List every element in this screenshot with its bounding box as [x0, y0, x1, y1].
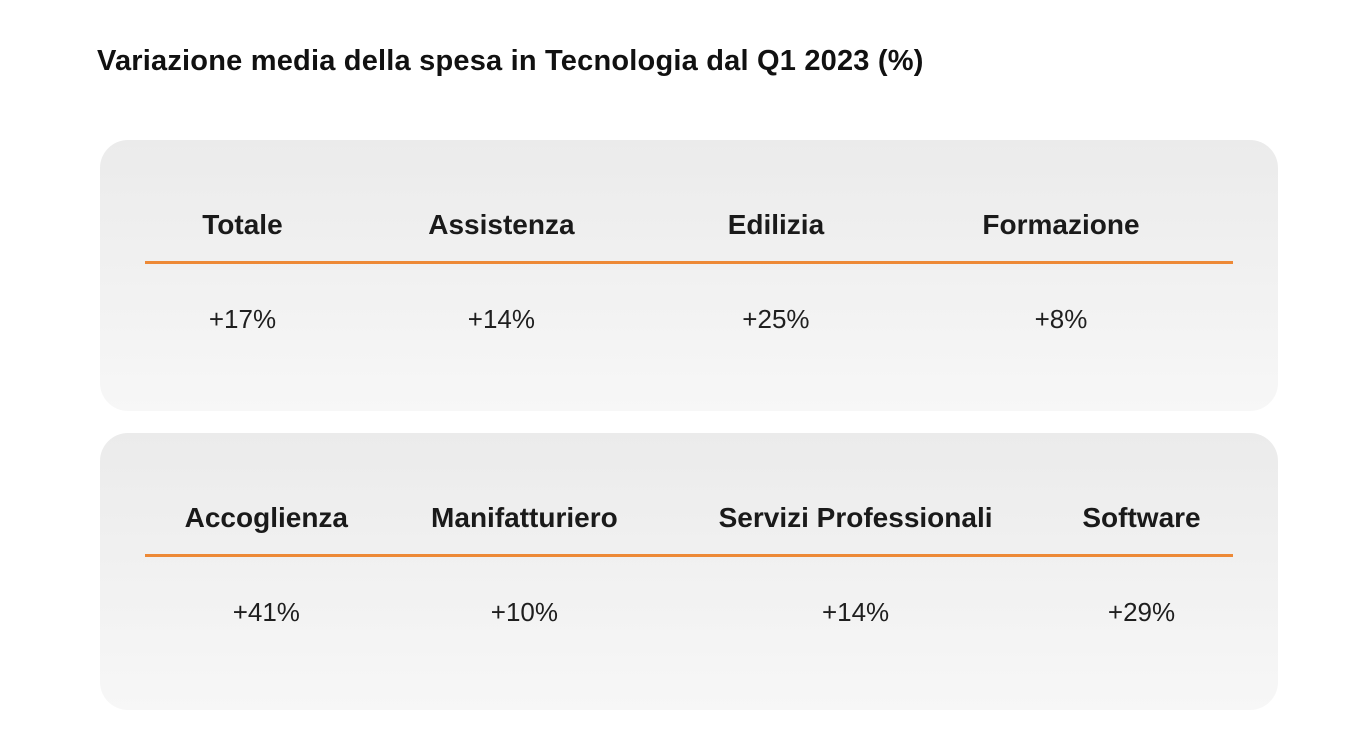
column-value-assistenza: +14% [467, 304, 535, 334]
column-value-software: +29% [1107, 597, 1176, 627]
column-value-manifatturiero: +10% [490, 597, 559, 627]
column-header-accoglienza: Accoglienza [145, 433, 388, 557]
stats-table-bottom: Accoglienza Manifatturiero Servizi Profe… [145, 433, 1233, 627]
stats-card-bottom: Accoglienza Manifatturiero Servizi Profe… [100, 433, 1278, 710]
column-header-formazione: Formazione [889, 140, 1233, 264]
header-row: Totale Assistenza Edilizia Formazione [145, 140, 1233, 264]
column-header-software: Software [1050, 433, 1233, 557]
column-value-edilizia: +25% [742, 304, 810, 334]
values-row: +17% +14% +25% +8% [145, 263, 1233, 335]
column-value-totale: +17% [208, 304, 277, 334]
column-value-servizi-professionali: +14% [821, 597, 890, 627]
column-value-formazione: +8% [1034, 304, 1088, 334]
values-row: +41% +10% +14% +29% [145, 556, 1233, 628]
column-header-assistenza: Assistenza [339, 140, 663, 264]
column-value-accoglienza: +41% [232, 597, 300, 627]
stats-card-top: Totale Assistenza Edilizia Formazione +1… [100, 140, 1278, 411]
column-header-servizi-professionali: Servizi Professionali [661, 433, 1051, 557]
stats-table-top: Totale Assistenza Edilizia Formazione +1… [145, 140, 1233, 334]
page-title: Variazione media della spesa in Tecnolog… [97, 45, 924, 77]
column-header-manifatturiero: Manifatturiero [387, 433, 662, 557]
column-header-totale: Totale [145, 140, 340, 264]
header-row: Accoglienza Manifatturiero Servizi Profe… [145, 433, 1233, 557]
column-header-edilizia: Edilizia [662, 140, 889, 264]
